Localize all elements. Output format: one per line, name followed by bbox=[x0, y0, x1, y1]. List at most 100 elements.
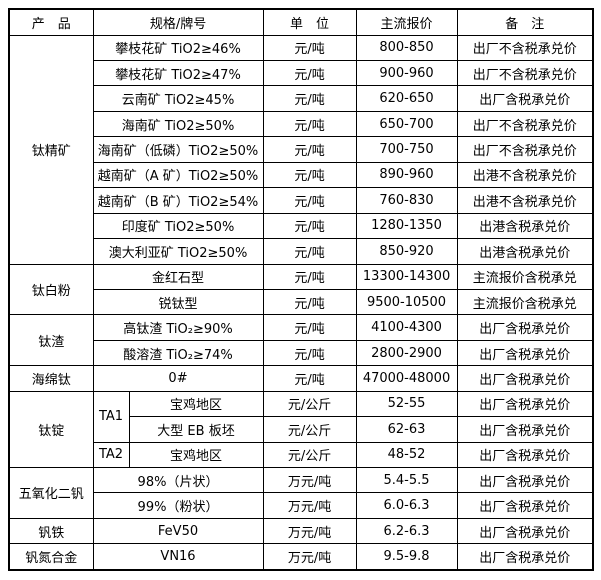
note-cell: 主流报价含税承兑 bbox=[456, 288, 594, 316]
spec-cell: 云南矿 TiO2≥45% bbox=[92, 85, 264, 112]
header-row: 产 品 规格/牌号 单 位 主流报价 备 注 bbox=[8, 8, 594, 36]
note-cell: 出厂含税承兑价 bbox=[456, 390, 594, 418]
price-cell: 4100-4300 bbox=[355, 314, 458, 341]
unit-cell: 元/公斤 bbox=[262, 441, 357, 469]
spec-cell: 海南矿（低磷）TiO2≥50% bbox=[92, 136, 264, 163]
unit-cell: 元/吨 bbox=[262, 187, 357, 214]
note-cell: 出厂含税承兑价 bbox=[456, 416, 594, 443]
table-row: 越南矿（A 矿）TiO2≥50% 元/吨 890-960 出港不含税承兑价 bbox=[9, 161, 594, 189]
note-cell: 出厂含税承兑价 bbox=[456, 492, 594, 519]
note-cell: 出厂不含税承兑价 bbox=[456, 60, 594, 87]
table-row: 海南矿 TiO2≥50% 元/吨 650-700 出厂不含税承兑价 bbox=[9, 110, 594, 138]
product-group-cell: 五氧化二钒 bbox=[8, 467, 94, 519]
spec-cell: 0# bbox=[92, 365, 264, 392]
header-product: 产 品 bbox=[8, 8, 94, 36]
unit-cell: 元/吨 bbox=[262, 238, 357, 265]
price-cell: 890-960 bbox=[355, 161, 458, 189]
table-row: 攀枝花矿 TiO2≥47% 元/吨 900-960 出厂不含税承兑价 bbox=[9, 60, 594, 87]
product-group-cell: 钛白粉 bbox=[8, 263, 94, 316]
spec-cell: 98%（片状） bbox=[92, 467, 264, 494]
price-cell: 62-63 bbox=[355, 416, 458, 443]
table-row: 海南矿（低磷）TiO2≥50% 元/吨 700-750 出厂不含税承兑价 bbox=[9, 136, 594, 163]
spec-cell: 宝鸡地区 bbox=[128, 441, 264, 469]
price-cell: 52-55 bbox=[355, 390, 458, 418]
unit-cell: 元/吨 bbox=[262, 314, 357, 341]
table-row: 澳大利亚矿 TiO2≥50% 元/吨 850-920 出港含税承兑价 bbox=[9, 238, 594, 265]
unit-cell: 万元/吨 bbox=[262, 467, 357, 494]
spec-cell: 宝鸡地区 bbox=[128, 390, 264, 418]
spec-cell: 海南矿 TiO2≥50% bbox=[92, 110, 264, 138]
price-cell: 1280-1350 bbox=[355, 212, 458, 240]
spec-cell: 大型 EB 板坯 bbox=[128, 416, 264, 443]
spec-cell: 印度矿 TiO2≥50% bbox=[92, 212, 264, 240]
table-row: 钛白粉 金红石型 元/吨 13300-14300 主流报价含税承兑 bbox=[8, 263, 594, 316]
price-cell: 850-920 bbox=[355, 238, 458, 265]
unit-cell: 元/吨 bbox=[262, 288, 357, 316]
spec-cell: 越南矿（B 矿）TiO2≥54% bbox=[92, 187, 264, 214]
price-cell: 5.4-5.5 bbox=[355, 467, 458, 494]
note-cell: 出厂含税承兑价 bbox=[456, 467, 594, 494]
spec-cell: 99%（粉状） bbox=[92, 492, 264, 519]
product-group-cell: 钛精矿 bbox=[8, 34, 94, 265]
note-cell: 主流报价含税承兑 bbox=[456, 263, 594, 290]
unit-cell: 元/吨 bbox=[262, 339, 357, 367]
spec-cell: 酸溶渣 TiO₂≥74% bbox=[92, 339, 264, 367]
header-unit: 单 位 bbox=[262, 8, 357, 36]
note-cell: 出厂不含税承兑价 bbox=[456, 34, 594, 62]
unit-cell: 元/吨 bbox=[262, 263, 357, 290]
product-group-cell: 海绵钛 bbox=[8, 365, 94, 392]
table-row: 印度矿 TiO2≥50% 元/吨 1280-1350 出港含税承兑价 bbox=[9, 212, 594, 240]
header-note: 备 注 bbox=[456, 8, 594, 36]
spec-cell: 越南矿（A 矿）TiO2≥50% bbox=[92, 161, 264, 189]
unit-cell: 元/吨 bbox=[262, 34, 357, 62]
price-cell: 13300-14300 bbox=[355, 263, 458, 290]
unit-cell: 元/吨 bbox=[262, 110, 357, 138]
spec-cell: FeV50 bbox=[92, 517, 264, 545]
unit-cell: 万元/吨 bbox=[262, 543, 357, 571]
price-cell: 48-52 bbox=[355, 441, 458, 469]
note-cell: 出厂含税承兑价 bbox=[456, 517, 594, 545]
spec-cell: 攀枝花矿 TiO2≥46% bbox=[92, 34, 264, 62]
header-price: 主流报价 bbox=[355, 8, 458, 36]
table-row: 酸溶渣 TiO₂≥74% 元/吨 2800-2900 出厂含税承兑价 bbox=[9, 339, 594, 367]
price-cell: 9.5-9.8 bbox=[355, 543, 458, 571]
note-cell: 出港含税承兑价 bbox=[456, 212, 594, 240]
table-row: 钒氮合金 VN16 万元/吨 9.5-9.8 出厂含税承兑价 bbox=[8, 543, 594, 571]
table-row: 云南矿 TiO2≥45% 元/吨 620-650 出厂含税承兑价 bbox=[9, 85, 594, 112]
unit-cell: 万元/吨 bbox=[262, 517, 357, 545]
price-cell: 700-750 bbox=[355, 136, 458, 163]
price-cell: 6.0-6.3 bbox=[355, 492, 458, 519]
unit-cell: 元/吨 bbox=[262, 161, 357, 189]
grade-cell: TA2 bbox=[92, 441, 130, 469]
header-spec: 规格/牌号 bbox=[92, 8, 264, 36]
price-cell: 650-700 bbox=[355, 110, 458, 138]
product-group-cell: 钒铁 bbox=[8, 517, 94, 545]
unit-cell: 元/吨 bbox=[262, 136, 357, 163]
unit-cell: 元/吨 bbox=[262, 212, 357, 240]
product-group-cell: 钛渣 bbox=[8, 314, 94, 367]
note-cell: 出港含税承兑价 bbox=[456, 238, 594, 265]
spec-cell: VN16 bbox=[92, 543, 264, 571]
spec-cell: 攀枝花矿 TiO2≥47% bbox=[92, 60, 264, 87]
table-row: 钛渣 高钛渣 TiO₂≥90% 元/吨 4100-4300 出厂含税承兑价 bbox=[8, 314, 594, 367]
note-cell: 出港不含税承兑价 bbox=[456, 161, 594, 189]
price-cell: 6.2-6.3 bbox=[355, 517, 458, 545]
price-cell: 9500-10500 bbox=[355, 288, 458, 316]
price-cell: 900-960 bbox=[355, 60, 458, 87]
note-cell: 出厂含税承兑价 bbox=[456, 85, 594, 112]
spec-cell: 锐钛型 bbox=[92, 288, 264, 316]
price-cell: 620-650 bbox=[355, 85, 458, 112]
price-cell: 47000-48000 bbox=[355, 365, 458, 392]
table-row: TA2 宝鸡地区 元/公斤 48-52 出厂含税承兑价 bbox=[9, 441, 594, 469]
unit-cell: 元/公斤 bbox=[262, 416, 357, 443]
price-cell: 2800-2900 bbox=[355, 339, 458, 367]
table-row: 钛锭 TA1 宝鸡地区 元/公斤 52-55 出厂含税承兑价 bbox=[8, 390, 594, 469]
unit-cell: 万元/吨 bbox=[262, 492, 357, 519]
table-row: 钒铁 FeV50 万元/吨 6.2-6.3 出厂含税承兑价 bbox=[8, 517, 594, 545]
spec-cell: 金红石型 bbox=[92, 263, 264, 290]
price-cell: 800-850 bbox=[355, 34, 458, 62]
note-cell: 出厂含税承兑价 bbox=[456, 441, 594, 469]
note-cell: 出港不含税承兑价 bbox=[456, 187, 594, 214]
table-row: 99%（粉状） 万元/吨 6.0-6.3 出厂含税承兑价 bbox=[9, 492, 594, 519]
